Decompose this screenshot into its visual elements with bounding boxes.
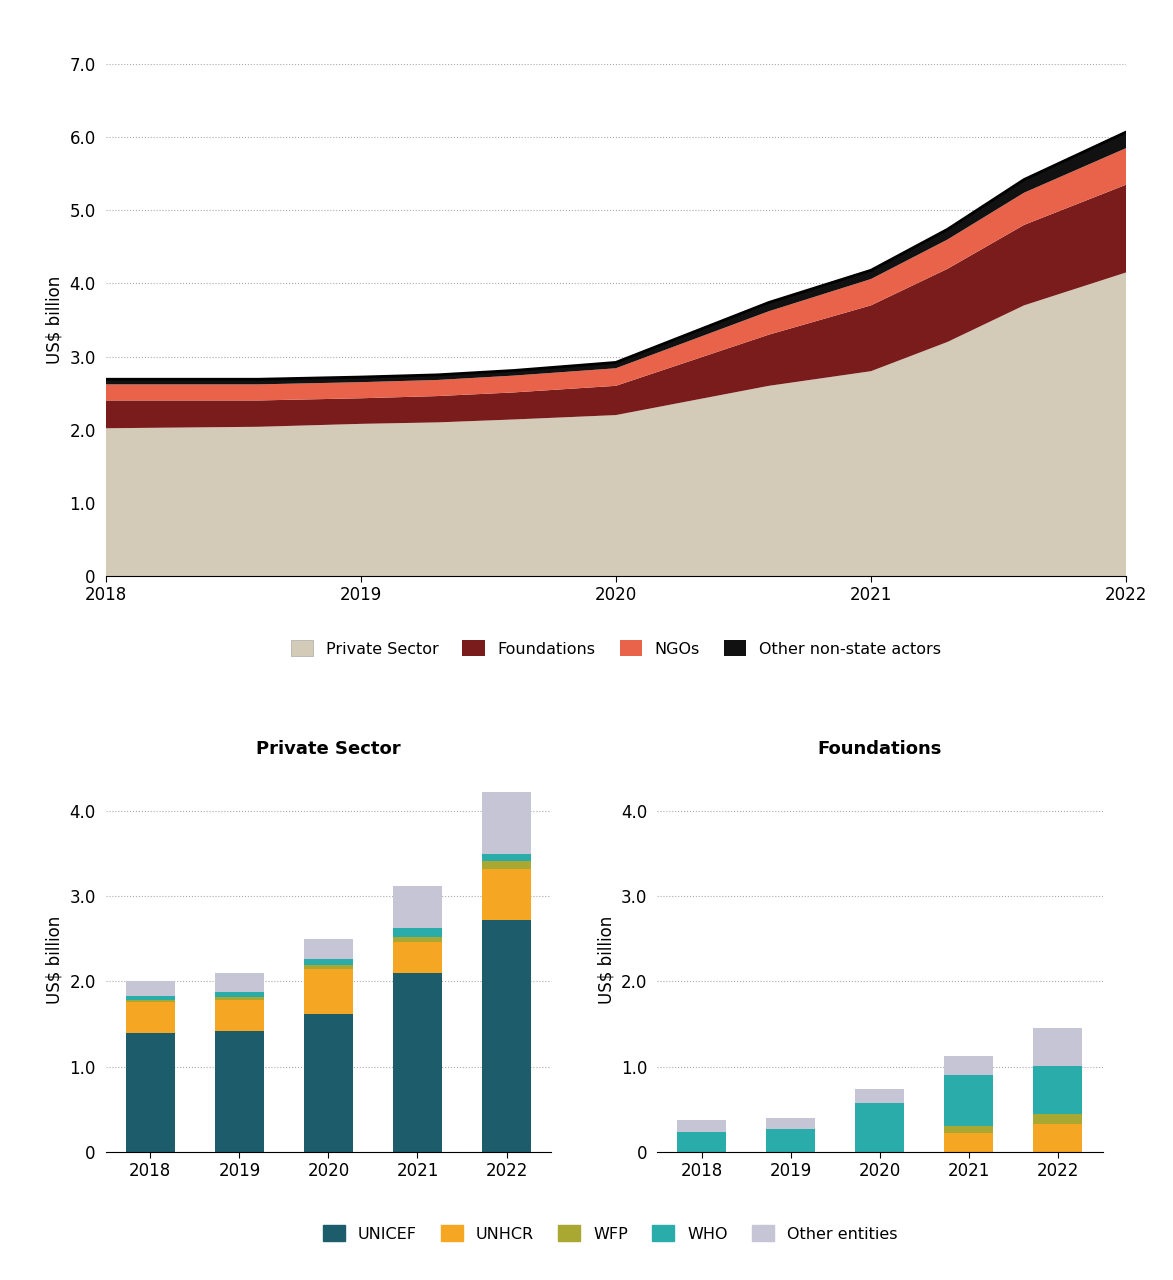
Bar (1033, 1066, 1083, 1114)
Legend: UNICEF, UNHCR, WFP, WHO, Other entities: UNICEF, UNHCR, WFP, WHO, Other entities (318, 1220, 902, 1247)
Bar (393, 928, 442, 937)
Bar (215, 1000, 264, 1030)
Bar (482, 869, 531, 920)
Bar (393, 973, 442, 1152)
Bar (304, 969, 353, 1014)
Y-axis label: US$ billion: US$ billion (46, 916, 63, 1004)
Bar (126, 1002, 175, 1033)
Bar (215, 973, 264, 992)
Bar (482, 854, 531, 861)
Title: Foundations: Foundations (818, 740, 942, 758)
Bar (215, 992, 264, 997)
Bar (944, 1126, 994, 1133)
Bar (393, 886, 442, 928)
Bar (304, 1014, 353, 1152)
Bar (215, 1030, 264, 1152)
Bar (944, 1075, 994, 1126)
Bar (393, 942, 442, 973)
Bar (126, 1000, 175, 1002)
Bar (482, 920, 531, 1152)
Bar (393, 937, 442, 942)
Bar (855, 1089, 904, 1102)
Title: Private Sector: Private Sector (256, 740, 401, 758)
Legend: Private Sector, Foundations, NGOs, Other non-state actors: Private Sector, Foundations, NGOs, Other… (286, 635, 945, 662)
Bar (126, 1033, 175, 1152)
Bar (677, 1120, 726, 1132)
Bar (1033, 1114, 1083, 1124)
Bar (304, 959, 353, 965)
Bar (944, 1056, 994, 1075)
Bar (766, 1129, 815, 1152)
Bar (482, 861, 531, 869)
Bar (215, 997, 264, 1000)
Y-axis label: US$ billion: US$ billion (597, 916, 615, 1004)
Bar (126, 982, 175, 996)
Bar (304, 965, 353, 969)
Bar (482, 792, 531, 854)
Bar (126, 996, 175, 1000)
Y-axis label: US$ billion: US$ billion (46, 276, 63, 364)
Bar (1033, 1028, 1083, 1066)
Bar (766, 1117, 815, 1129)
Bar (677, 1132, 726, 1152)
Bar (855, 1102, 904, 1152)
Bar (1033, 1124, 1083, 1152)
Bar (304, 938, 353, 959)
Bar (944, 1133, 994, 1152)
